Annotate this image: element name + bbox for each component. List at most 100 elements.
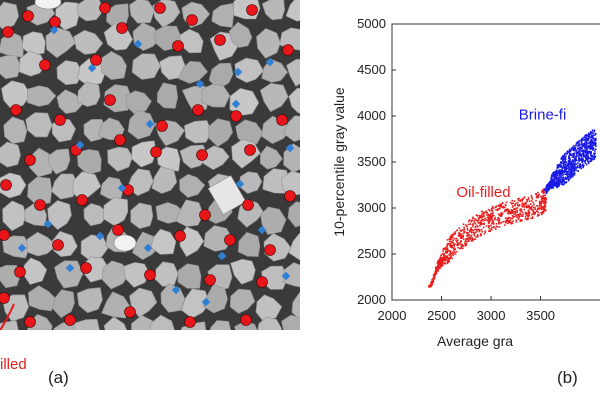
brine-filled-pore xyxy=(117,183,127,193)
grain xyxy=(257,316,283,330)
oil-filled-pore xyxy=(34,199,46,211)
oil-filled-pore xyxy=(246,4,258,16)
grain xyxy=(0,31,24,58)
oil-filled-pore xyxy=(224,234,236,246)
grain xyxy=(103,197,129,227)
grain xyxy=(56,60,83,86)
y-tick-label: 3000 xyxy=(357,200,386,215)
grain xyxy=(27,176,53,206)
grain xyxy=(131,140,157,168)
grain xyxy=(28,285,57,312)
grain xyxy=(201,83,231,108)
grain xyxy=(73,318,100,330)
grain xyxy=(0,55,21,80)
grain xyxy=(27,85,57,107)
oil-filled-pore xyxy=(276,114,288,126)
oil-filled-pore xyxy=(230,110,242,122)
grain xyxy=(280,170,300,196)
grain xyxy=(230,258,256,285)
oil-filled-pore xyxy=(80,262,92,274)
oil-filled-pore xyxy=(0,292,10,304)
brine-filled-pore xyxy=(195,79,205,89)
grain xyxy=(130,202,154,230)
grain xyxy=(156,146,181,172)
y-tick-label: 4000 xyxy=(357,108,386,123)
bright-mineral xyxy=(34,0,62,10)
grain xyxy=(261,0,286,21)
oil-filled-pore xyxy=(184,316,196,328)
brine-filled-pore xyxy=(257,225,267,235)
grain xyxy=(228,21,253,48)
oil-filled-pore xyxy=(114,134,126,146)
oil-filled-pore xyxy=(0,179,12,191)
oil-filled-pore xyxy=(0,229,10,241)
oil-filled-pore xyxy=(284,190,296,202)
brine-filled-pore xyxy=(285,143,295,153)
oil-filled-pore xyxy=(64,314,76,326)
grain xyxy=(0,172,27,199)
x-axis-title: Average gra xyxy=(437,333,513,349)
oil-filled-pore xyxy=(76,194,88,206)
grain xyxy=(259,145,283,170)
grain xyxy=(21,31,46,56)
grain xyxy=(1,80,31,110)
grain xyxy=(283,143,300,173)
oil-filled-pore xyxy=(116,22,128,34)
oil-filled-pore xyxy=(156,120,168,132)
x-tick-label: 2000 xyxy=(378,308,407,323)
grain xyxy=(288,232,300,261)
grain xyxy=(18,50,46,77)
grain xyxy=(285,0,300,22)
grain xyxy=(127,168,154,196)
oil-filled-pore xyxy=(204,274,216,286)
brine-filled-pore xyxy=(281,271,291,281)
oil-filled-pore xyxy=(124,306,136,318)
grain xyxy=(54,260,84,289)
oil-filled-pore xyxy=(196,149,208,161)
oil-filled-pore xyxy=(240,314,252,326)
brine-filled-pore xyxy=(145,119,155,129)
grain xyxy=(255,294,283,323)
brine-filled-pore xyxy=(201,297,211,307)
brine-filled-pore xyxy=(265,57,275,67)
grain xyxy=(101,291,131,319)
oil-filled-pore xyxy=(264,244,276,256)
oil-filled-pore xyxy=(242,199,254,211)
x-tick-label: 3000 xyxy=(477,308,506,323)
grain xyxy=(184,120,213,144)
brine-filled-pore xyxy=(43,219,53,229)
grain xyxy=(156,82,179,109)
brine-filled-pore xyxy=(235,179,245,189)
oil-filled-pore xyxy=(174,230,186,242)
grain xyxy=(179,173,206,198)
grain xyxy=(2,235,31,259)
grain xyxy=(260,206,287,235)
grain xyxy=(76,287,103,314)
grain xyxy=(83,203,110,227)
grain xyxy=(56,89,85,114)
grain xyxy=(129,287,158,318)
oil-filled-pore xyxy=(99,2,111,14)
grain xyxy=(125,90,152,115)
annotation-label: Brine-fi xyxy=(519,107,567,124)
grain xyxy=(286,58,300,87)
brine-filled-pore xyxy=(65,263,75,273)
grain xyxy=(177,263,202,289)
grain xyxy=(208,118,234,147)
grain xyxy=(237,231,261,257)
x-tick-label: 2500 xyxy=(427,308,456,323)
brine-filled-pore xyxy=(95,231,105,241)
grain xyxy=(72,171,102,203)
label-pointer xyxy=(0,303,15,330)
oil-filled-pore xyxy=(199,209,211,221)
axes: 2000 2500 3000 3500 4000 4500 5000 2000 2500 3000… xyxy=(357,16,600,323)
data-point xyxy=(593,142,597,146)
grain xyxy=(150,314,175,330)
grain xyxy=(229,87,260,116)
grain xyxy=(0,141,21,168)
brine-filled-pore xyxy=(171,285,181,295)
grain xyxy=(150,228,177,255)
grain xyxy=(175,199,204,227)
grain xyxy=(127,109,156,140)
micro-ct-image xyxy=(0,0,300,330)
